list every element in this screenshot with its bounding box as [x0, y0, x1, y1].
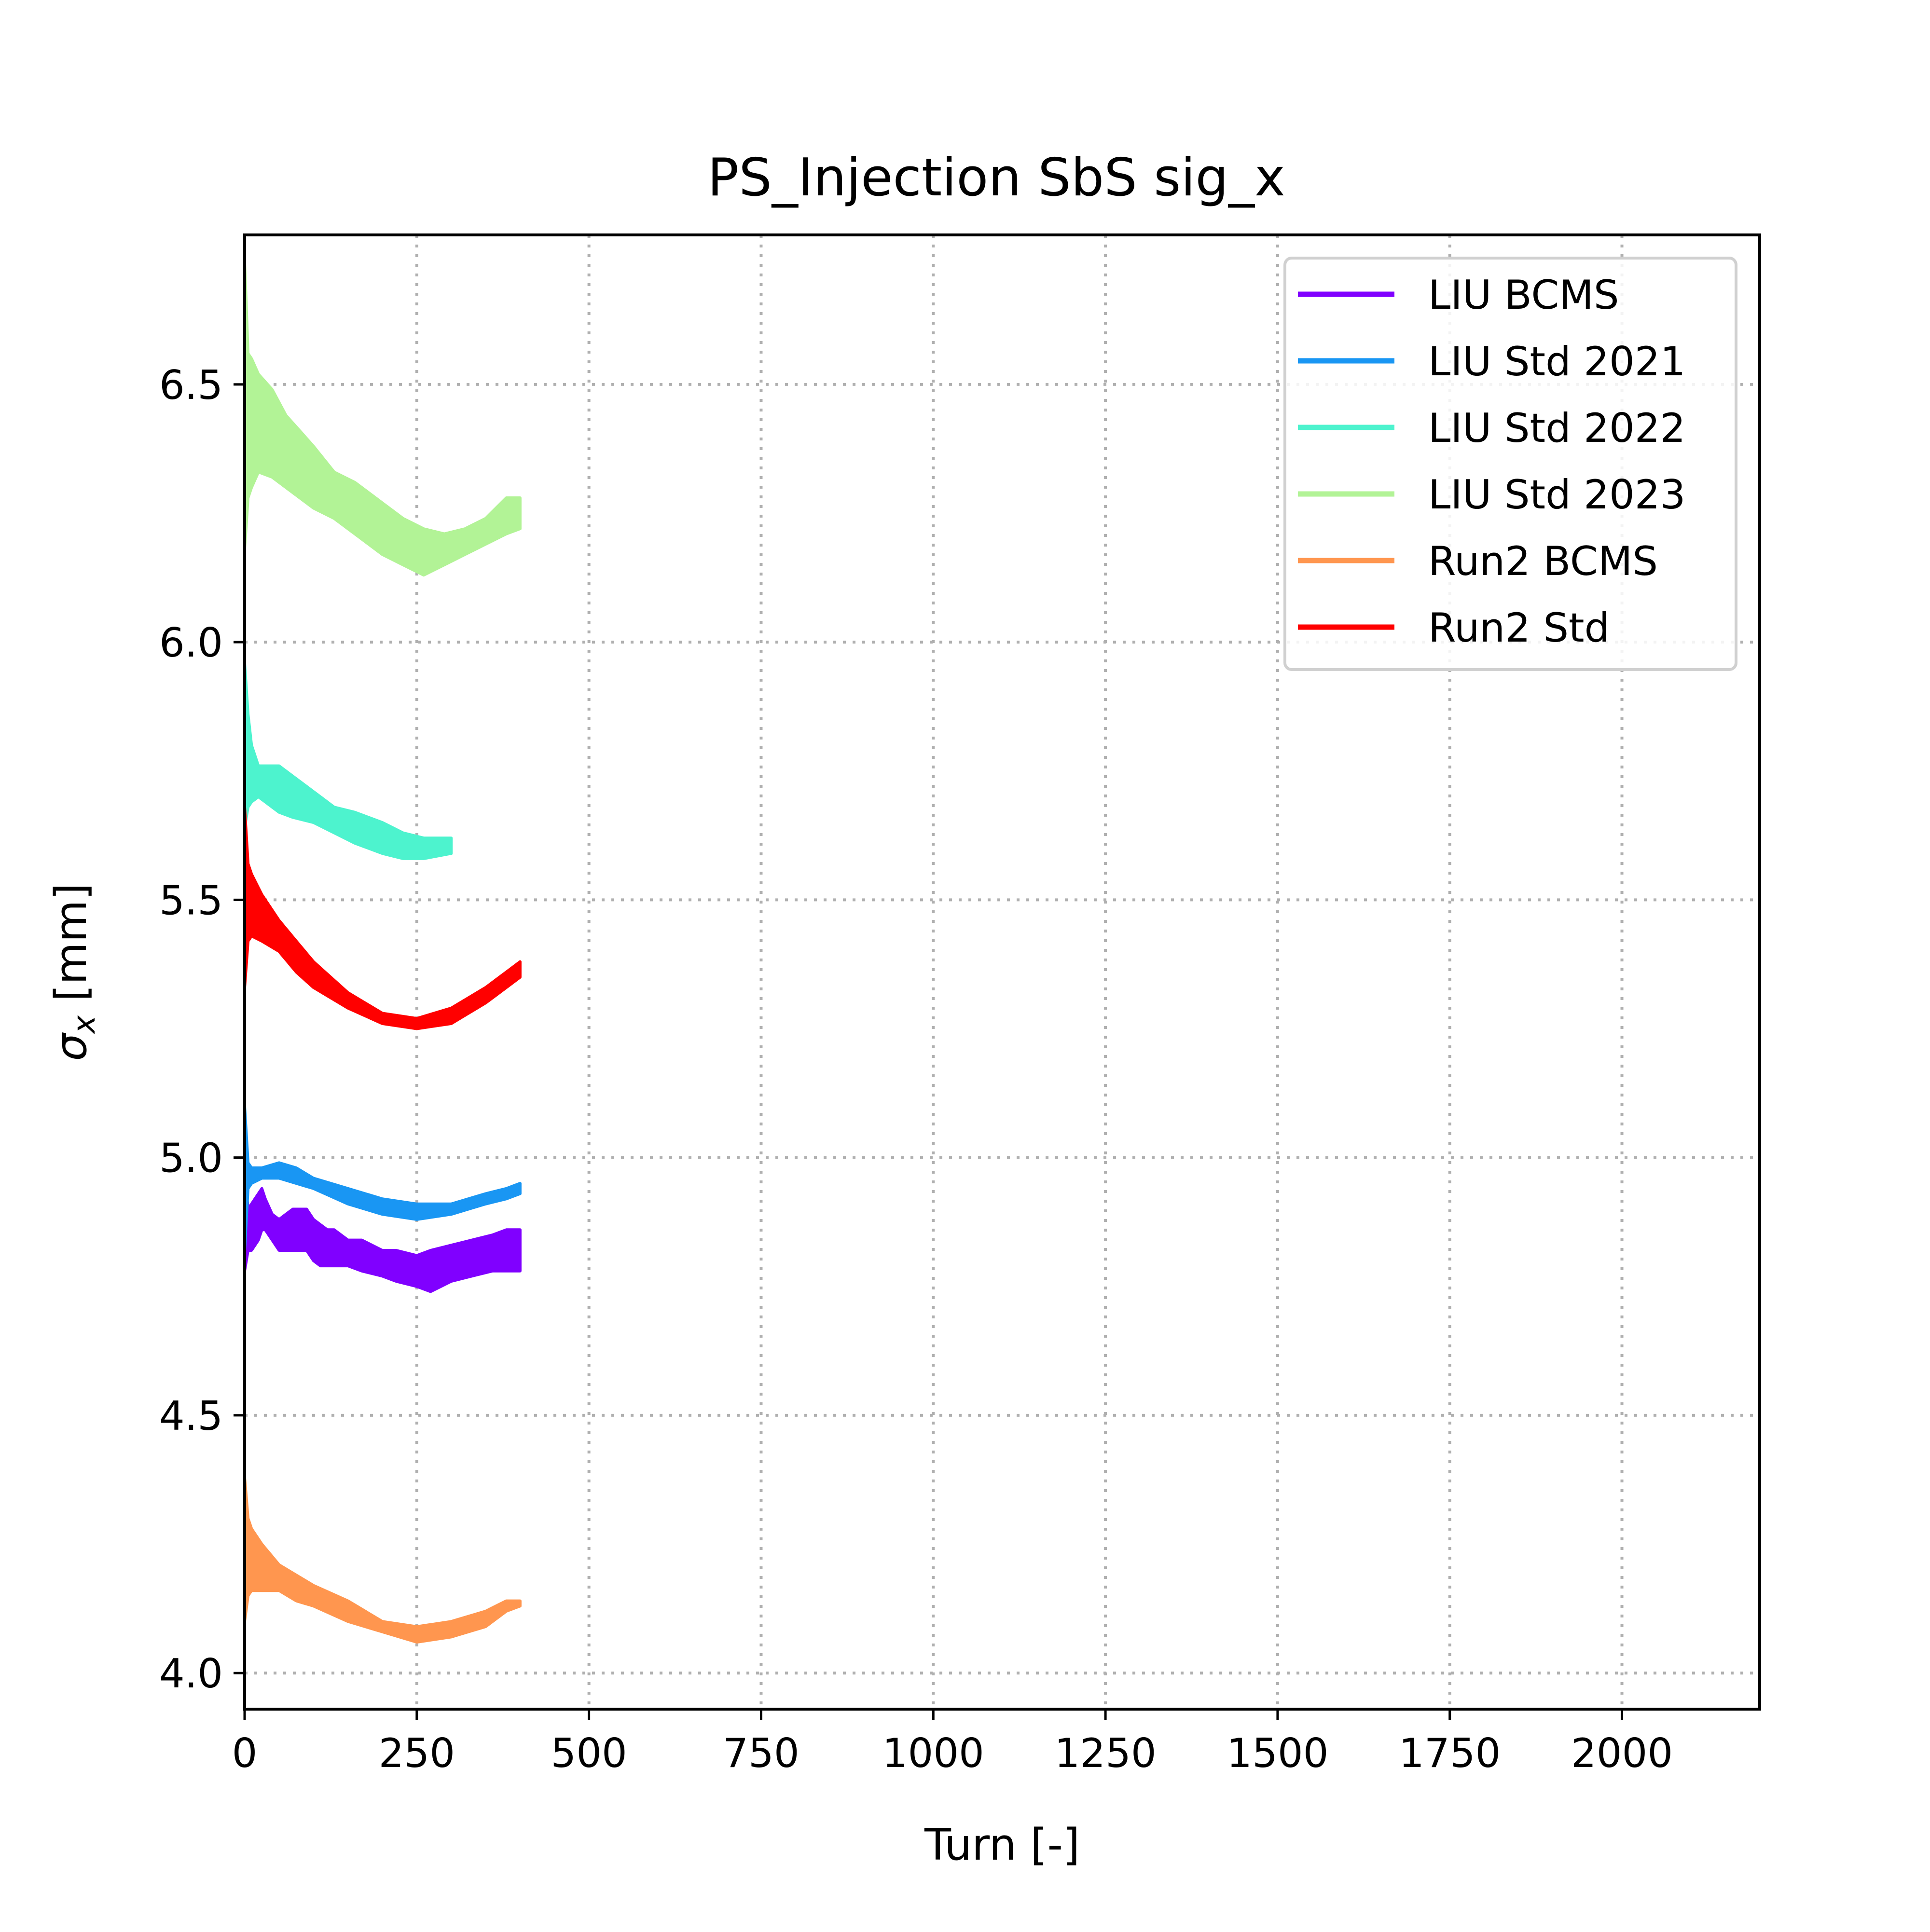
- y-tick-label: 6.0: [159, 619, 223, 666]
- y-tick-label: 4.0: [159, 1650, 223, 1697]
- series-band-liu-bcms: [243, 1166, 522, 1293]
- legend-label-liu-std-2022: LIU Std 2022: [1428, 405, 1685, 452]
- y-axis-label-symbol: σ: [46, 1032, 96, 1061]
- y-tick-label: 4.5: [159, 1393, 223, 1439]
- y-tick-label: 5.5: [159, 877, 223, 924]
- legend-label-run2-std: Run2 Std: [1428, 604, 1610, 651]
- x-tick-label: 0: [232, 1730, 258, 1777]
- legend-label-liu-bcms: LIU BCMS: [1428, 272, 1619, 318]
- series-band-liu-std-2022: [243, 661, 453, 860]
- series-layer: [243, 259, 522, 1644]
- series-band-liu-std-2021: [243, 1104, 522, 1252]
- x-tick-label: 1250: [1054, 1730, 1156, 1777]
- x-tick-label: 1750: [1399, 1730, 1501, 1777]
- x-tick-label: 750: [723, 1730, 799, 1777]
- x-tick-label: 250: [379, 1730, 455, 1777]
- legend-box: [1283, 257, 1737, 671]
- legend: LIU BCMS LIU Std 2021 LIU Std 2022 LIU Std …: [1283, 257, 1737, 671]
- x-tick-label: 1000: [882, 1730, 984, 1777]
- grid: [243, 235, 1760, 1709]
- legend-label-liu-std-2023: LIU Std 2023: [1428, 471, 1685, 518]
- x-tick-label: 500: [551, 1730, 627, 1777]
- plot-frame: [243, 233, 1761, 1711]
- x-tick-label: 1500: [1227, 1730, 1328, 1777]
- y-axis-label: σx [mm]: [46, 883, 102, 1061]
- y-axis: 4.0 4.5 5.0 5.5 6.0 6.5: [159, 362, 245, 1697]
- chart-title: PS_Injection SbS sig_x: [707, 148, 1285, 208]
- x-axis: 0 250 500 750 1000 1250 1500 1750 2000: [232, 1709, 1673, 1777]
- legend-label-run2-bcms: Run2 BCMS: [1428, 538, 1658, 585]
- series-band-run2-bcms: [243, 1476, 522, 1644]
- legend-items: LIU BCMS LIU Std 2021 LIU Std 2022 LIU Std …: [1298, 272, 1685, 651]
- x-tick-label: 2000: [1571, 1730, 1673, 1777]
- x-axis-label: Turn [-]: [924, 1820, 1080, 1870]
- y-axis-label-unit: [mm]: [46, 883, 96, 1015]
- series-band-run2-std: [243, 806, 522, 1030]
- series-band-liu-std-2023: [243, 259, 522, 577]
- legend-label-liu-std-2021: LIU Std 2021: [1428, 338, 1685, 385]
- y-tick-label: 5.0: [159, 1135, 223, 1182]
- y-axis-label-subscript: x: [67, 1015, 102, 1035]
- y-tick-label: 6.5: [159, 362, 223, 409]
